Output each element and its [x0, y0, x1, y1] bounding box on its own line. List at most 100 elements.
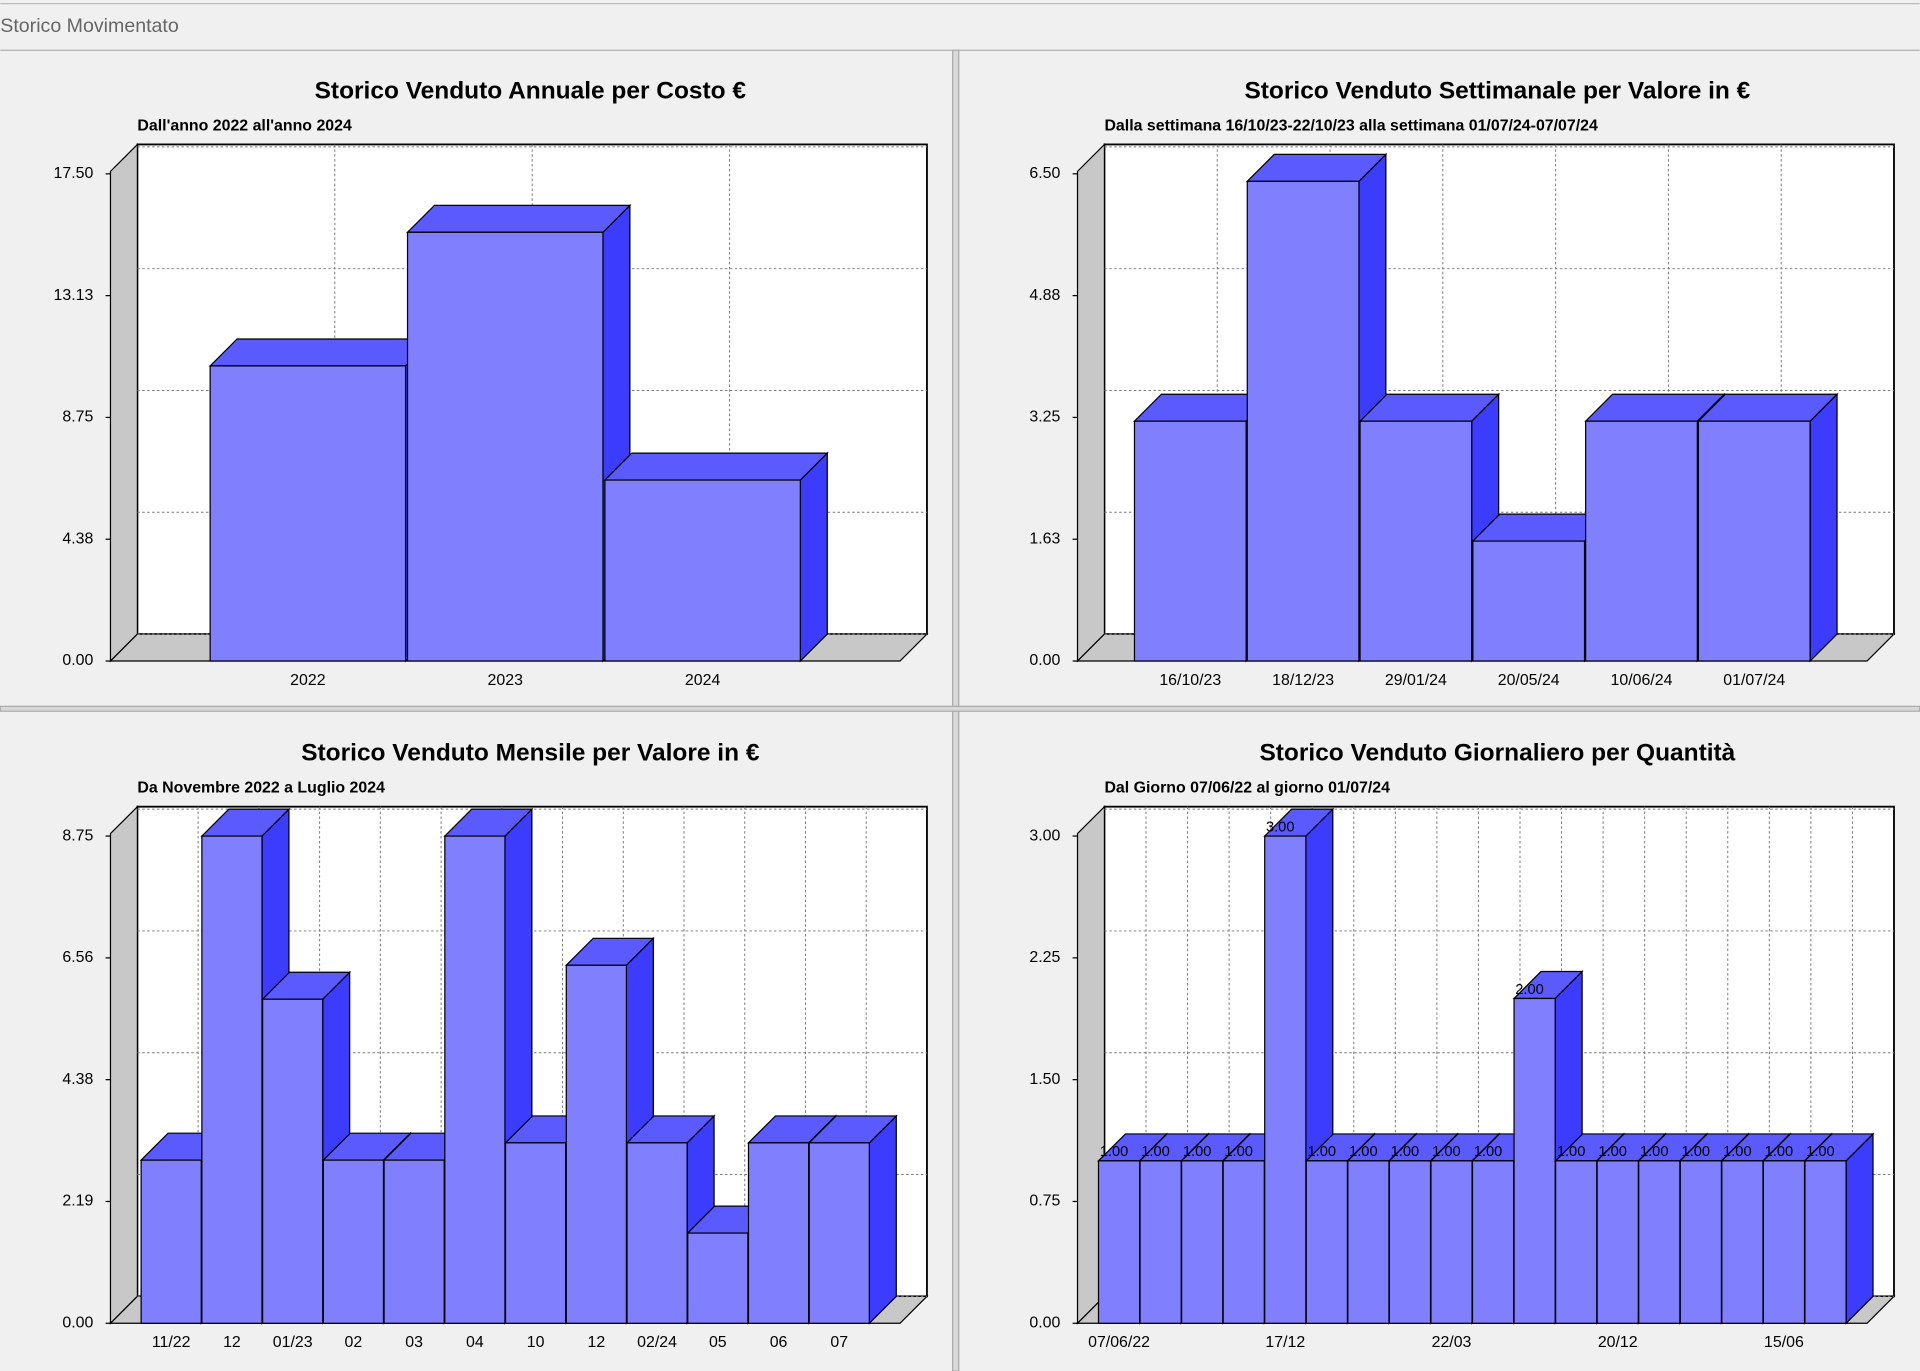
bar-top: [406, 204, 632, 233]
value-label: 1.00: [1100, 1144, 1129, 1160]
x-tick-label: 15/06: [1764, 1334, 1804, 1351]
bar: [1762, 1160, 1806, 1324]
value-label: 1.00: [1307, 1144, 1336, 1160]
value-label: 1.00: [1681, 1144, 1710, 1160]
bar: [1347, 1160, 1390, 1324]
chart-title: Storico Venduto Settimanale per Valore i…: [1244, 77, 1750, 104]
y-tick-label: 0.00: [1029, 652, 1060, 669]
bar: [1554, 1160, 1598, 1324]
x-tick-label: 29/01/24: [1385, 672, 1447, 689]
bar-top: [603, 452, 829, 481]
x-tick-label: 07/06/22: [1088, 1334, 1150, 1351]
panel-splitter: [0, 705, 1920, 712]
window-title: Storico Movimentato: [0, 15, 179, 37]
y-tick-label: 4.88: [1029, 287, 1060, 304]
bar-side: [1845, 1132, 1874, 1325]
y-tick-label: 0.00: [62, 1314, 93, 1331]
chart-subtitle: Da Novembre 2022 a Luglio 2024: [137, 780, 385, 797]
y-tick-label: 4.38: [62, 530, 93, 547]
value-label: 3.00: [1266, 819, 1295, 835]
x-tick-label: 2023: [488, 672, 524, 689]
bar: [322, 1159, 385, 1324]
bar: [1133, 420, 1247, 662]
bar: [1305, 1160, 1349, 1324]
value-label: 1.00: [1391, 1144, 1420, 1160]
y-tick-label: 1.63: [1029, 530, 1060, 547]
y-tick-label: 0.00: [1029, 1314, 1060, 1331]
bar: [1513, 997, 1556, 1324]
y-tick-label: 3.00: [1029, 827, 1060, 844]
x-tick-label: 02/24: [637, 1334, 677, 1351]
left-wall: [109, 805, 139, 1325]
bar-top: [208, 338, 434, 367]
bar: [1585, 420, 1698, 662]
bar: [504, 1142, 567, 1324]
y-tick-label: 0.75: [1029, 1193, 1060, 1210]
bar: [1359, 420, 1473, 662]
bar: [687, 1232, 749, 1324]
title-bar: [0, 0, 1920, 49]
bar: [808, 1142, 870, 1324]
y-tick-label: 2.19: [62, 1193, 93, 1210]
x-tick-label: 11/22: [152, 1334, 191, 1351]
left-wall: [1076, 142, 1106, 663]
y-tick-label: 13.13: [54, 287, 94, 304]
x-tick-label: 01/07/24: [1723, 672, 1785, 689]
bar: [1472, 540, 1586, 662]
value-label: 1.00: [1806, 1144, 1835, 1160]
y-tick-label: 8.75: [62, 409, 93, 426]
value-label: 1.00: [1432, 1144, 1461, 1160]
bar-side: [868, 1114, 897, 1325]
bar: [1804, 1160, 1847, 1324]
x-tick-label: 02: [345, 1334, 363, 1351]
chart-subtitle: Dalla settimana 16/10/23-22/10/23 alla s…: [1104, 117, 1598, 134]
bar: [1139, 1160, 1182, 1324]
bar: [140, 1159, 202, 1324]
value-label: 1.00: [1723, 1144, 1752, 1160]
x-tick-label: 2022: [290, 672, 326, 689]
bar: [626, 1142, 688, 1324]
bar-side: [799, 451, 828, 663]
bar: [747, 1142, 810, 1324]
bar: [1430, 1160, 1473, 1324]
bar: [383, 1159, 445, 1324]
value-label: 1.00: [1474, 1144, 1503, 1160]
x-tick-label: 03: [405, 1334, 423, 1351]
bar: [1721, 1160, 1764, 1324]
bar: [1638, 1160, 1681, 1324]
bar: [1471, 1160, 1515, 1324]
y-tick-label: 6.50: [1029, 165, 1060, 182]
value-label: 1.00: [1224, 1144, 1253, 1160]
y-tick-label: 2.25: [1029, 949, 1060, 966]
x-tick-label: 07: [830, 1334, 848, 1351]
x-tick-label: 10/06/24: [1611, 672, 1673, 689]
bar: [565, 964, 628, 1324]
y-tick-label: 8.75: [62, 827, 93, 844]
bar: [1180, 1160, 1224, 1324]
x-tick-label: 05: [709, 1334, 727, 1351]
x-tick-label: 20/12: [1598, 1334, 1638, 1351]
x-tick-label: 12: [587, 1334, 605, 1351]
bar: [1679, 1160, 1723, 1324]
chart-title: Storico Venduto Mensile per Valore in €: [301, 740, 760, 767]
bar: [1097, 1160, 1141, 1324]
chart-title: Storico Venduto Annuale per Costo €: [315, 77, 747, 104]
y-tick-label: 17.50: [54, 165, 94, 182]
y-tick-label: 1.50: [1029, 1071, 1060, 1088]
x-tick-label: 01/23: [273, 1334, 313, 1351]
value-label: 1.00: [1598, 1144, 1627, 1160]
bar: [209, 365, 407, 662]
bar: [1222, 1160, 1265, 1324]
value-label: 1.00: [1141, 1144, 1170, 1160]
x-tick-label: 10: [527, 1334, 545, 1351]
y-tick-label: 4.38: [62, 1071, 93, 1088]
x-tick-label: 06: [770, 1334, 788, 1351]
left-wall: [109, 142, 139, 663]
x-tick-label: 12: [223, 1334, 241, 1351]
x-tick-label: 17/12: [1265, 1334, 1305, 1351]
bar: [1596, 1160, 1639, 1324]
x-tick-label: 16/10/23: [1159, 672, 1221, 689]
value-label: 1.00: [1765, 1144, 1794, 1160]
x-tick-label: 04: [466, 1334, 484, 1351]
value-label: 1.00: [1640, 1144, 1669, 1160]
